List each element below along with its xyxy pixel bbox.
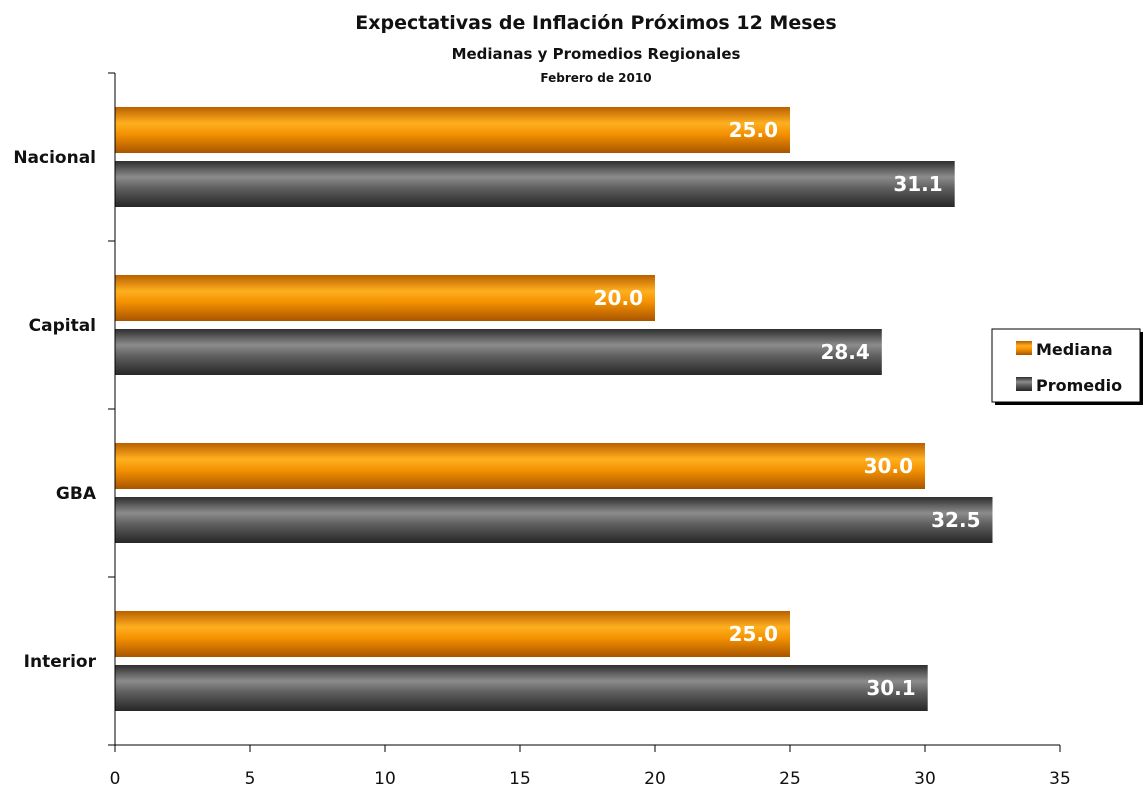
x-tick-label: 35 [1049, 769, 1071, 789]
data-label-promedio-interior: 30.1 [866, 676, 915, 700]
bar-promedio-interior [115, 665, 928, 711]
legend-label-promedio: Promedio [1036, 376, 1122, 395]
data-label-mediana-capital: 20.0 [594, 286, 643, 310]
x-tick-label: 0 [110, 769, 121, 789]
bar-promedio-gba [115, 497, 993, 543]
x-tick-label: 25 [779, 769, 801, 789]
bar-mediana-interior [115, 611, 790, 657]
category-label-interior: Interior [24, 652, 97, 672]
category-label-gba: GBA [56, 484, 97, 504]
data-label-mediana-gba: 30.0 [864, 454, 913, 478]
bar-mediana-gba [115, 443, 925, 489]
chart-date-subtitle: Febrero de 2010 [540, 71, 651, 85]
bar-promedio-capital [115, 329, 882, 375]
legend-label-mediana: Mediana [1036, 340, 1113, 359]
x-tick-label: 20 [644, 769, 666, 789]
data-label-promedio-gba: 32.5 [931, 508, 980, 532]
bar-mediana-nacional [115, 107, 790, 153]
legend-swatch-mediana [1016, 341, 1032, 355]
legend: Mediana Promedio [991, 328, 1143, 405]
category-label-capital: Capital [29, 316, 96, 336]
axes-layer: Nacional Capital GBA Interior 0 5 10 15 20 25 30 35 [13, 72, 1071, 789]
chart-subtitle: Medianas y Promedios Regionales [452, 45, 741, 63]
legend-swatch-promedio [1016, 377, 1032, 391]
chart-title: Expectativas de Inflación Próximos 12 Me… [355, 12, 836, 34]
x-tick-label: 30 [914, 769, 936, 789]
x-tick-label: 10 [374, 769, 396, 789]
category-label-nacional: Nacional [13, 148, 96, 168]
x-tick-label: 15 [509, 769, 531, 789]
data-label-promedio-nacional: 31.1 [893, 172, 942, 196]
data-label-promedio-capital: 28.4 [820, 340, 869, 364]
bar-mediana-capital [115, 275, 655, 321]
x-tick-label: 5 [245, 769, 256, 789]
data-label-mediana-interior: 25.0 [729, 622, 778, 646]
bar-promedio-nacional [115, 161, 955, 207]
bars-layer: 25.0 31.1 20.0 28.4 30.0 32.5 25.0 30.1 [115, 107, 993, 711]
data-label-mediana-nacional: 25.0 [729, 118, 778, 142]
